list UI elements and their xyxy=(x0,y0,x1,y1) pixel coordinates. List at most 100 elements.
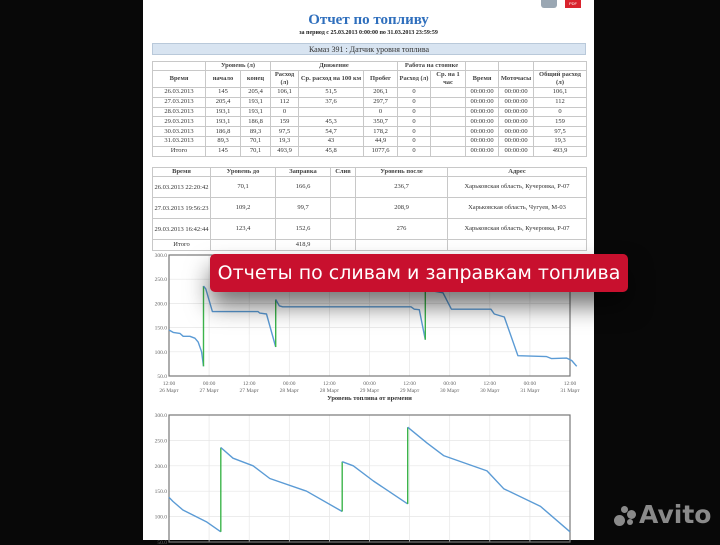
column-header: Время xyxy=(465,70,500,88)
table-cell xyxy=(429,106,467,118)
table-cell: 19,3 xyxy=(270,135,299,147)
table-row: 31.03.2013 89,3 70,1 19,3 43 44,9 0 00:00:00 00:… xyxy=(152,135,588,147)
table-cell: 43 xyxy=(298,135,364,147)
refuel-table: Время Уровень до Заправка Слив Уровень после… xyxy=(152,167,587,251)
table-cell: 145 xyxy=(205,87,241,98)
table-cell: 00:00:00 xyxy=(465,96,500,108)
table-cell: 44,9 xyxy=(363,135,398,147)
x-tick-date: 29 Март xyxy=(360,388,380,394)
column-header: Пробег xyxy=(363,70,398,88)
x-tick-time: 00:00 xyxy=(524,381,537,387)
table-cell xyxy=(330,197,356,219)
table-cell: 29.03.2013 16:42:44 xyxy=(152,218,211,240)
table-row: 26.03.2013 145 205,4 106,1 51,5 206,1 0 00:00:0… xyxy=(152,87,588,98)
table-cell: 109,2 xyxy=(210,197,276,219)
x-tick-time: 12:00 xyxy=(163,381,176,387)
x-tick-time: 12:00 xyxy=(564,381,577,387)
table-cell xyxy=(429,135,467,147)
table-cell: 0 xyxy=(533,106,588,118)
y-tick-label: 150.0 xyxy=(155,489,168,495)
table-cell: 112 xyxy=(270,96,299,108)
y-tick-label: 50.0 xyxy=(157,374,167,380)
y-tick-label: 50.0 xyxy=(157,540,167,545)
table-cell xyxy=(330,218,356,240)
table-cell: 208,9 xyxy=(355,197,448,219)
table-cell: 70,1 xyxy=(240,135,271,147)
table-cell: 19,3 xyxy=(533,135,588,147)
x-tick-time: 12:00 xyxy=(323,381,336,387)
table-row: 28.03.2013 193,1 193,1 0 0 0 00:00:00 00:00:00 0 xyxy=(152,106,588,118)
chart-title: Уровень топлива от времени xyxy=(327,395,412,402)
table-cell: Итого xyxy=(152,145,206,157)
table-cell: 00:00:00 xyxy=(465,145,500,157)
table-cell: 493,9 xyxy=(270,145,299,157)
promo-banner: Отчеты по сливам и заправкам топлива xyxy=(210,254,628,292)
table-cell: 28.03.2013 xyxy=(152,106,206,118)
y-tick-label: 300.0 xyxy=(155,413,168,419)
table-cell: 89,3 xyxy=(205,135,241,147)
column-header: начало xyxy=(205,70,241,88)
fuel-level-line xyxy=(275,299,426,340)
column-header: Адрес xyxy=(447,167,587,177)
pdf-icon[interactable]: PDF xyxy=(565,0,581,8)
y-tick-label: 200.0 xyxy=(155,464,168,470)
table-cell: 30.03.2013 xyxy=(152,126,206,137)
table-cell: 70,1 xyxy=(240,145,271,157)
x-tick-date: 30 Март xyxy=(440,388,460,394)
y-tick-label: 100.0 xyxy=(155,515,168,521)
table-cell: 00:00:00 xyxy=(465,135,500,147)
table-cell: 54,7 xyxy=(298,126,364,137)
table-cell: 00:00:00 xyxy=(465,87,500,98)
table-cell xyxy=(429,87,467,98)
table-cell: 27.03.2013 19:56:23 xyxy=(152,197,211,219)
column-header: Ср. на 1 час xyxy=(429,70,467,88)
table-cell: 00:00:00 xyxy=(465,126,500,137)
export-icons: PDF xyxy=(541,0,581,8)
avito-logo-icon xyxy=(614,504,636,526)
table-cell xyxy=(429,145,467,157)
group-header: Уровень (л) xyxy=(205,61,271,71)
table-cell: 00:00:00 xyxy=(498,135,535,147)
y-tick-label: 250.0 xyxy=(155,438,168,444)
fuel-level-line xyxy=(202,285,277,348)
table-cell: 0 xyxy=(270,106,299,118)
column-header: Моточасы xyxy=(498,70,535,88)
table-row: 29.03.2013 16:42:44 123,4 152,6 276 Харьковс… xyxy=(152,218,587,240)
printer-icon[interactable] xyxy=(541,0,557,8)
table-row: 26.03.2013 22:20:42 70,1 166,6 236,7 Харьков… xyxy=(152,176,587,198)
fuel-level-line xyxy=(168,329,205,367)
summary-table: Уровень (л) Движение Работа на стоянке В… xyxy=(152,61,588,157)
x-tick-time: 12:00 xyxy=(484,381,497,387)
y-tick-label: 150.0 xyxy=(155,326,168,332)
y-tick-label: 100.0 xyxy=(155,350,168,356)
x-tick-date: 30 Март xyxy=(480,388,500,394)
table-cell: 0 xyxy=(363,106,398,118)
table-cell xyxy=(447,239,587,251)
x-tick-date: 27 Март xyxy=(199,388,219,394)
table-cell xyxy=(429,126,467,137)
y-tick-label: 250.0 xyxy=(155,277,168,283)
table-cell: 00:00:00 xyxy=(498,87,535,98)
table-cell xyxy=(330,176,356,198)
table-cell: 00:00:00 xyxy=(498,145,535,157)
table-cell: 350,7 xyxy=(363,116,398,128)
report-title: Отчет по топливу xyxy=(308,12,429,28)
table-cell: 70,1 xyxy=(210,176,276,198)
table-cell: 178,2 xyxy=(363,126,398,137)
table-cell: 00:00:00 xyxy=(465,116,500,128)
table-cell: 205,4 xyxy=(240,87,271,98)
table-cell: 00:00:00 xyxy=(498,106,535,118)
table-cell: 145 xyxy=(205,145,241,157)
column-header: Уровень после xyxy=(355,167,448,177)
x-tick-time: 00:00 xyxy=(363,381,376,387)
table-cell: 00:00:00 xyxy=(465,106,500,118)
x-tick-time: 00:00 xyxy=(283,381,296,387)
table-cell: 159 xyxy=(270,116,299,128)
table-cell: 193,1 xyxy=(240,96,271,108)
group-header: Движение xyxy=(270,61,398,71)
x-tick-date: 28 Март xyxy=(280,388,300,394)
report-period: за период с 25.03.2013 0:00:00 по 31.03.… xyxy=(299,30,438,36)
table-cell: 193,1 xyxy=(205,106,241,118)
fuel-level-line xyxy=(168,496,222,533)
table-cell: 00:00:00 xyxy=(498,126,535,137)
